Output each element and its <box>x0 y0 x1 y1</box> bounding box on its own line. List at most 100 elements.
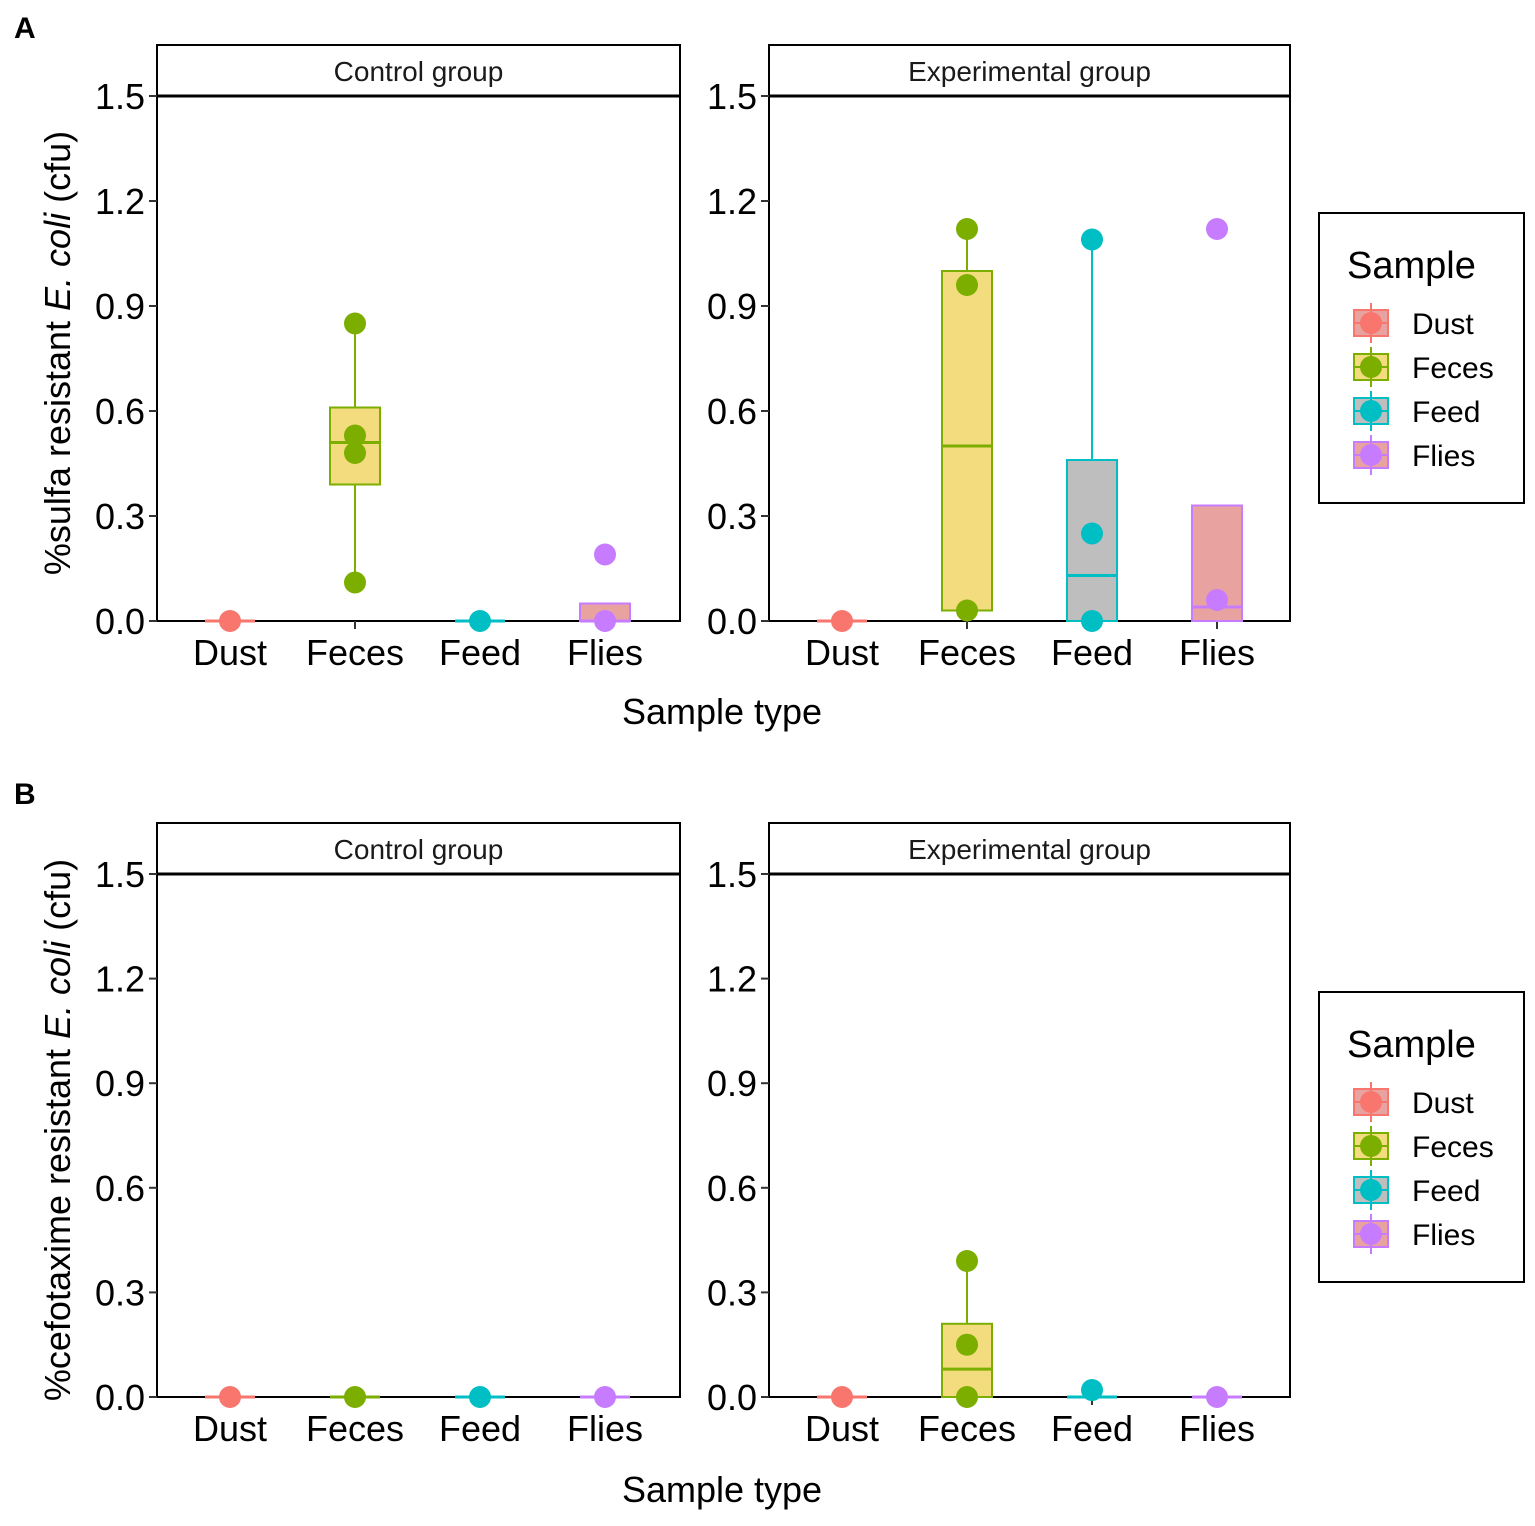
box-feed <box>1066 228 1118 632</box>
y-tick-label: 1.2 <box>95 959 145 1000</box>
y-axis-title-italic: E. coli <box>37 940 78 1039</box>
data-point <box>219 610 241 632</box>
x-tick-label: Dust <box>193 1408 267 1449</box>
box-flies <box>580 1386 630 1408</box>
y-tick-label: 1.2 <box>707 181 757 222</box>
data-point <box>1081 522 1103 545</box>
y-tick-label: 0.0 <box>707 1377 757 1418</box>
box-feces <box>330 1386 380 1408</box>
y-axis-title-post: (cfu) <box>37 859 78 941</box>
legend-item-flies: Flies <box>1353 435 1475 475</box>
box-feed <box>455 1386 505 1408</box>
x-tick-label: Feed <box>439 1408 521 1449</box>
y-tick-label: 0.9 <box>95 1063 145 1104</box>
x-axis-title: Sample type <box>622 691 822 732</box>
data-point <box>594 610 616 632</box>
y-tick-label: 0.9 <box>707 286 757 327</box>
box-feces <box>329 312 381 594</box>
facet-label: Experimental group <box>908 834 1151 865</box>
x-tick-label: Flies <box>567 632 643 673</box>
legend-key-point <box>1360 312 1382 334</box>
x-tick-label: Flies <box>567 1408 643 1449</box>
y-axis-title: %cefotaxime resistant E. coli (cfu) <box>37 859 78 1401</box>
plot-area <box>156 822 681 1398</box>
x-tick-label: Feces <box>918 632 1016 673</box>
box-flies <box>1191 218 1243 622</box>
legend-item-feces: Feces <box>1353 1126 1494 1166</box>
x-tick-label: Dust <box>193 632 267 673</box>
data-point <box>344 571 366 594</box>
legend-key-point <box>1360 444 1382 466</box>
data-point <box>956 1333 978 1356</box>
data-point <box>469 610 491 632</box>
box-feces <box>941 1250 993 1408</box>
x-tick-label: Feed <box>1051 632 1133 673</box>
data-point <box>1081 228 1103 251</box>
y-tick-label: 0.9 <box>707 1063 757 1104</box>
data-point <box>594 1386 616 1408</box>
plot-area <box>768 822 1291 1398</box>
y-tick-label: 0.6 <box>95 391 145 432</box>
y-axis-title-italic: E. coli <box>37 212 78 311</box>
box-feed <box>1067 1379 1117 1402</box>
facet-label: Control group <box>334 834 504 865</box>
y-tick-label: 0.6 <box>707 391 757 432</box>
box-flies <box>579 543 631 632</box>
y-axis-title: %sulfa resistant E. coli (cfu) <box>37 131 78 575</box>
facet-strip <box>156 44 681 97</box>
legend-key-point <box>1360 1091 1382 1113</box>
y-tick-label: 0.0 <box>95 601 145 642</box>
data-point <box>956 1250 978 1273</box>
data-point <box>956 599 978 622</box>
legend-label: Dust <box>1412 308 1474 341</box>
legend-label: Flies <box>1412 1219 1475 1252</box>
x-tick-label: Feed <box>1051 1408 1133 1449</box>
x-tick-label: Feces <box>306 632 404 673</box>
facet-experimental: Experimental group 0.0 0.3 0.6 0.9 1.2 1.5 Dust… <box>707 822 1291 1449</box>
plot-area <box>156 44 681 622</box>
box-flies <box>1192 1386 1242 1408</box>
y-axis-title-pre: %sulfa resistant <box>37 311 78 575</box>
facet-strip <box>156 822 681 875</box>
panel-letter: A <box>14 12 36 45</box>
y-tick-label: 1.5 <box>707 76 757 117</box>
legend-key-point <box>1360 356 1382 378</box>
data-point <box>1081 1379 1103 1402</box>
x-axis-title: Sample type <box>622 1469 822 1510</box>
data-point <box>1206 589 1228 611</box>
legend: Sample Dust Feces Feed Flies <box>1318 991 1525 1283</box>
y-tick-label: 0.6 <box>95 1168 145 1209</box>
facet-label: Control group <box>334 56 504 87</box>
box-dust <box>817 610 867 632</box>
data-point <box>831 610 853 632</box>
legend-key-point <box>1360 400 1382 422</box>
y-tick-label: 0.0 <box>707 601 757 642</box>
legend-label: Feed <box>1412 1175 1480 1208</box>
legend-title: Sample <box>1347 1024 1476 1066</box>
data-point <box>831 1386 853 1408</box>
box-dust <box>817 1386 867 1408</box>
data-point <box>1206 218 1228 240</box>
x-tick-label: Dust <box>805 1408 879 1449</box>
data-point <box>469 1386 491 1408</box>
y-tick-label: 0.9 <box>95 286 145 327</box>
y-tick-label: 1.2 <box>707 959 757 1000</box>
legend-title: Sample <box>1347 245 1476 287</box>
x-tick-label: Feces <box>306 1408 404 1449</box>
legend-item-feed: Feed <box>1353 1170 1480 1210</box>
y-tick-label: 1.5 <box>95 854 145 895</box>
panel-B: B Control group 0.0 0.3 0.6 0.9 1.2 1.5 Dust Fece… <box>14 778 1525 1510</box>
y-axis-title-pre: %cefotaxime resistant <box>37 1039 78 1401</box>
legend-item-feed: Feed <box>1353 391 1480 431</box>
box-feed <box>455 610 505 632</box>
y-tick-label: 0.6 <box>707 1168 757 1209</box>
data-point <box>1206 1386 1228 1408</box>
y-tick-label: 0.3 <box>707 496 757 537</box>
legend-item-flies: Flies <box>1353 1214 1475 1254</box>
x-tick-label: Dust <box>805 632 879 673</box>
data-point <box>956 1386 978 1408</box>
x-tick-label: Flies <box>1179 1408 1255 1449</box>
y-tick-label: 1.5 <box>95 76 145 117</box>
data-point <box>219 1386 241 1408</box>
